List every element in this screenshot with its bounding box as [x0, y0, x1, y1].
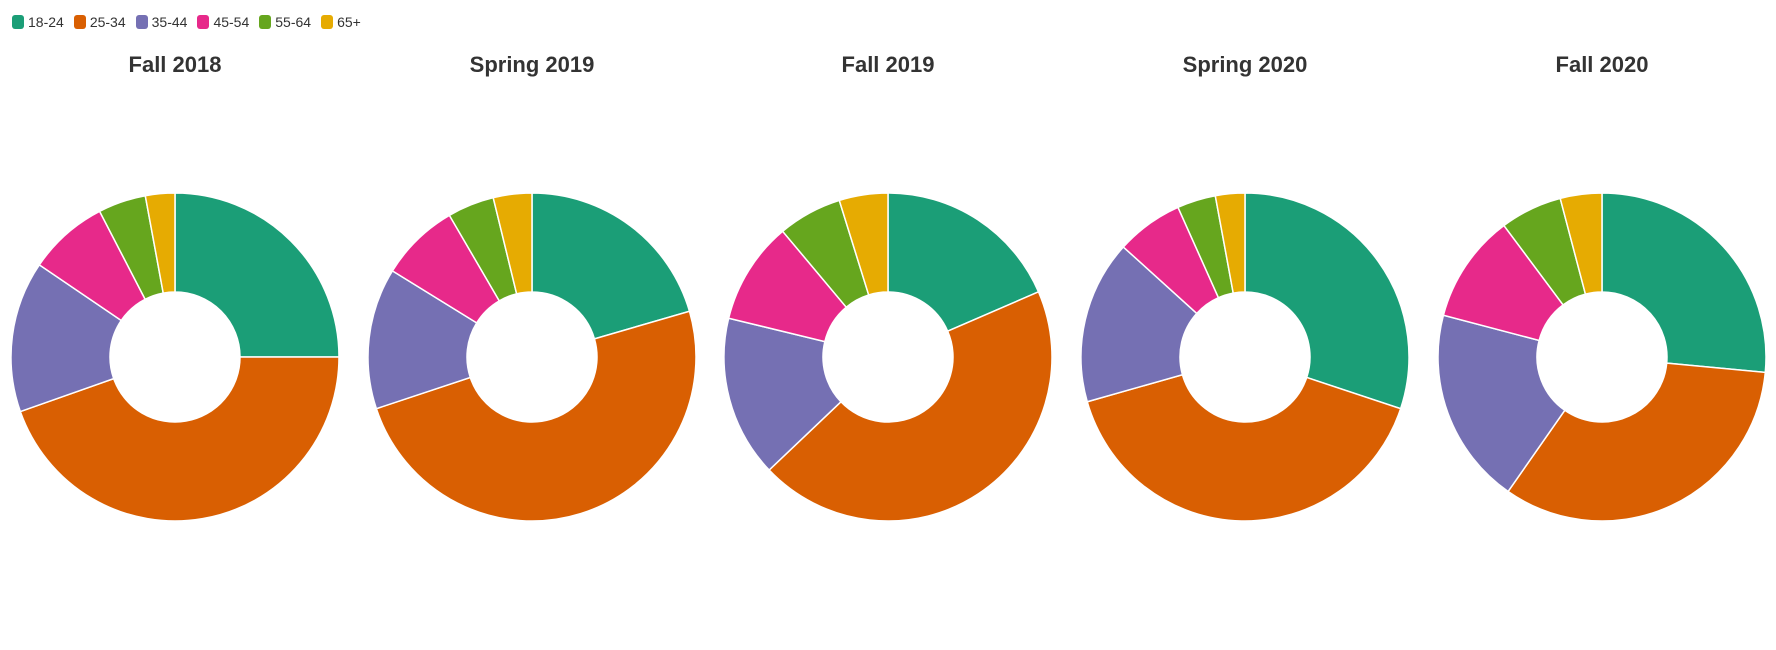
chart-title: Fall 2020: [1555, 52, 1649, 77]
donut-slice: [1601, 192, 1767, 374]
chart-title: Fall 2019: [841, 52, 935, 77]
legend-swatch: [12, 15, 24, 29]
legend-swatch: [73, 15, 86, 29]
legend-swatch: [135, 15, 148, 29]
legend-item: 55-64: [259, 14, 311, 30]
chart-title: Spring 2019: [469, 52, 595, 77]
donut-slice: [1086, 373, 1402, 522]
donut-slice: [367, 269, 478, 410]
donut-slice: [1080, 245, 1198, 403]
legend-label: 45-54: [213, 14, 250, 30]
chart-title: Fall 2018: [128, 52, 222, 77]
legend-swatch: [321, 15, 334, 29]
legend-item: 25-34: [73, 14, 126, 30]
legend-label: 25-34: [89, 14, 126, 30]
legend-item: 45-54: [197, 14, 249, 30]
legend-label: 18-24: [28, 14, 64, 30]
donut-slice: [10, 263, 123, 413]
legend: 18-24 25-34 35-44 45-54 55-64 65+: [12, 14, 361, 30]
donut-slice: [19, 356, 340, 522]
donut-slice: [887, 192, 1040, 333]
donut-slice: [492, 192, 533, 295]
legend-item: 65+: [321, 14, 361, 30]
chart-title: Spring 2020: [1182, 52, 1308, 77]
legend-swatch: [259, 15, 272, 29]
donut-slice: [1559, 192, 1603, 296]
donut-slice: [375, 310, 697, 522]
legend-label: 65+: [337, 14, 361, 30]
legend-label: 35-44: [151, 14, 188, 30]
legend-item: 18-24: [12, 14, 64, 30]
donut-slice: [1507, 362, 1767, 522]
donut-slice: [838, 192, 889, 296]
donut-slice: [144, 192, 176, 294]
legend-swatch: [197, 15, 210, 29]
legend-label: 55-64: [275, 14, 312, 30]
donut-slice: [174, 192, 340, 358]
donut-slice: [768, 290, 1053, 522]
donut-slice: [723, 317, 842, 472]
donut-slice: [531, 192, 691, 340]
legend-item: 35-44: [135, 14, 188, 30]
donut-slice: [1244, 192, 1410, 410]
donut-slice: [1437, 314, 1566, 493]
donut-slice: [1214, 192, 1246, 294]
